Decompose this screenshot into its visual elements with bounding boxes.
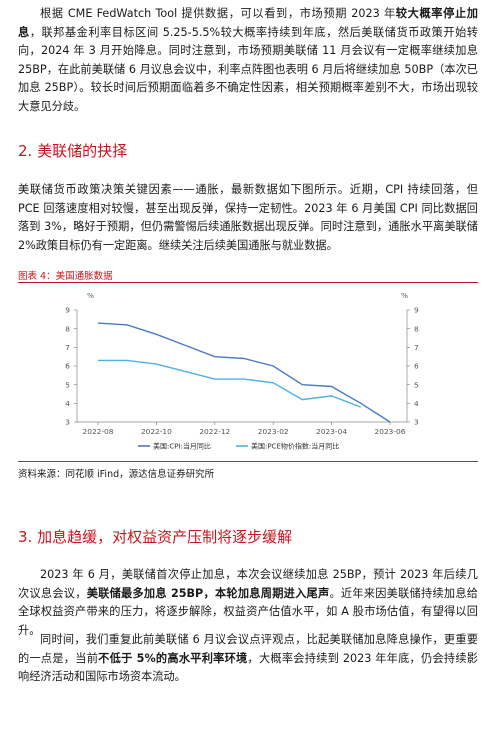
series-lines (97, 322, 391, 423)
y-tick-label-left: 5 (65, 380, 70, 389)
y-tick-label-right: 9 (414, 306, 419, 315)
x-ticks: 2022-08 2022-10 2022-12 2023-02 2023-04 2023-… (83, 422, 406, 436)
y-tick-label-left: 4 (65, 399, 70, 408)
rate-bold-1: 美联储最多加息 25BP，本轮加息周期进入尾声 (86, 586, 330, 600)
rate-text-1: 2023 年 6 月，美联储首次停止加息，本次会议继续加息 25BP，预计 20… (18, 568, 478, 600)
y-tick-label-left: 6 (65, 362, 70, 371)
right-unit-label: % (401, 291, 408, 300)
figure-title: 图表 4：美国通胀数据 (18, 271, 113, 282)
legend: 美国:CPI:当月同比 美国:PCE物价指数:当月同比 (138, 442, 339, 451)
x-tick-label: 2023-06 (375, 427, 406, 436)
x-tick-label: 2022-12 (199, 427, 230, 436)
left-unit-label: % (87, 291, 94, 300)
conclusion-bold-1: 不低于 5%的高水平利率环境 (98, 651, 248, 665)
section-heading-3: 3. 加息趋缓，对权益资产压制将逐步缓解 (18, 528, 293, 546)
y-tick-label-left: 8 (65, 324, 70, 333)
section-heading-2: 2. 美联储的抉择 (18, 142, 128, 160)
y-tick-label-right: 6 (414, 362, 419, 371)
legend-label-2: 美国:PCE物价指数:当月同比 (251, 442, 339, 451)
conclusion-paragraph: 同时间，我们重复此前美联储 6 月议会议点评观点，比起美联储加息降息操作，更重要… (18, 631, 478, 687)
figure-top-rule (18, 282, 478, 283)
legend-label-1: 美国:CPI:当月同比 (153, 442, 211, 451)
intro-bold-1: 较大概率停止加息 (18, 7, 478, 39)
rate-text-2: 。近年来因美联储持续加息给全球权益资产带来的压力，将逐步解除，权益资产估值水平，… (18, 586, 478, 637)
inflation-paragraph: 美联储货币政策决策关键因素——通胀，最新数据如下图所示。近期，CPI 持续回落，… (18, 183, 478, 252)
x-tick-label: 2023-02 (258, 427, 289, 436)
intro-text-1: 根据 CME FedWatch Tool 提供数据，可以看到，市场预期 2023… (40, 7, 396, 20)
intro-text-2: ，联邦基金利率目标区间 5.25-5.5%较大概率持续到年底，然后美联储货币政策… (18, 25, 478, 113)
conclusion-text-1: 同时间，我们重复此前美联储 6 月议会议点评观点，比起美联储加息降息操作，更重要… (18, 633, 478, 665)
y-tick-label-right: 8 (414, 324, 419, 333)
y-tick-label-left: 7 (65, 343, 70, 352)
figure-source: 资料来源：同花顺 iFind，源达信息证券研究所 (18, 469, 215, 480)
series-line-1 (97, 322, 391, 423)
y-tick-label-right: 3 (414, 418, 419, 427)
x-tick-label: 2022-08 (83, 427, 114, 436)
conclusion-text-2: ，大概率会持续到 2023 年年底，仍会持续影响经济活动和国际市场资本流动。 (18, 651, 478, 684)
right-ticks: 3 4 5 6 7 8 9 (407, 306, 419, 427)
x-tick-label: 2023-04 (316, 427, 347, 436)
intro-paragraph: 根据 CME FedWatch Tool 提供数据，可以看到，市场预期 2023… (18, 5, 478, 117)
y-tick-label-right: 4 (414, 399, 419, 408)
series-line-2 (98, 359, 362, 408)
y-tick-label-right: 5 (414, 380, 419, 389)
rate-paragraph: 2023 年 6 月，美联储首次停止加息，本次会议继续加息 25BP，预计 20… (18, 566, 478, 640)
y-tick-label-left: 3 (65, 418, 70, 427)
left-ticks: 3 4 5 6 7 8 9 (65, 306, 77, 427)
y-tick-label-left: 9 (65, 306, 70, 315)
figure-bottom-rule (18, 461, 478, 462)
y-tick-label-right: 7 (414, 343, 419, 352)
x-tick-label: 2022-10 (141, 427, 172, 436)
